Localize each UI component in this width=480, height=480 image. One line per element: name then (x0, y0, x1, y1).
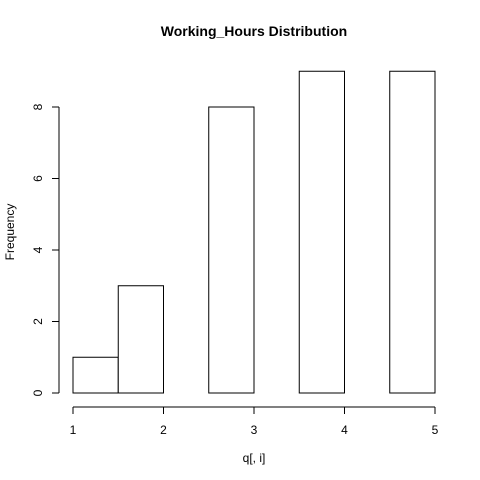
x-tick-label-0: 1 (70, 423, 77, 437)
bar-3 (208, 106, 255, 394)
x-axis: 1 2 3 4 5 (70, 406, 439, 437)
y-tick-label-1: 2 (31, 318, 45, 325)
bars-group (72, 70, 436, 394)
y-tick-label-2: 4 (31, 246, 45, 253)
x-axis-label: q[, i] (243, 451, 266, 465)
y-tick-label-4: 8 (31, 103, 45, 110)
y-axis: 0 2 4 6 8 (31, 103, 60, 396)
bar-1 (117, 285, 164, 394)
bar-5 (298, 70, 345, 394)
y-tick-label-0: 0 (31, 389, 45, 396)
x-tick-label-2: 3 (251, 423, 258, 437)
bar-7 (389, 70, 436, 394)
chart-title: Working_Hours Distribution (161, 23, 347, 39)
x-tick-label-1: 2 (160, 423, 167, 437)
bar-0 (72, 356, 119, 394)
x-tick-label-3: 4 (341, 423, 348, 437)
y-axis-label: Frequency (3, 204, 17, 261)
y-tick-label-3: 6 (31, 175, 45, 182)
x-tick-label-4: 5 (432, 423, 439, 437)
